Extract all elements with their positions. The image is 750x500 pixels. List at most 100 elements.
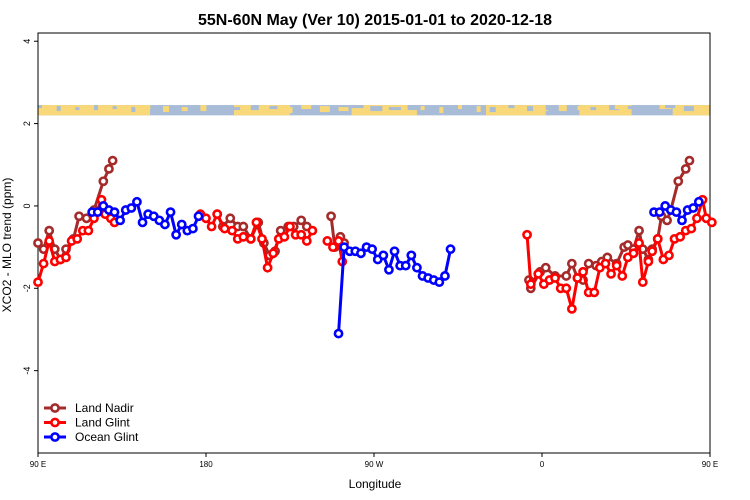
y-tick-label: 4 — [22, 39, 32, 44]
data-point — [225, 213, 236, 224]
data-point — [188, 223, 198, 234]
data-point — [684, 155, 695, 166]
map-detail — [338, 107, 349, 112]
map-detail — [596, 107, 605, 114]
legend-label: Ocean Glint — [75, 430, 139, 444]
map-detail — [56, 106, 61, 112]
map-detail — [420, 106, 425, 111]
data-point — [44, 236, 55, 246]
data-point — [238, 231, 249, 242]
data-point — [356, 248, 366, 259]
data-point — [412, 262, 422, 273]
map-detail — [665, 105, 676, 109]
x-tick-label: 90 E — [30, 460, 46, 469]
data-point — [83, 225, 94, 236]
map-detail — [282, 107, 293, 114]
map-detail — [319, 106, 330, 113]
data-point — [322, 236, 333, 246]
map-detail — [125, 107, 132, 114]
data-point — [61, 252, 71, 263]
map-detail — [94, 105, 98, 111]
map-detail — [200, 105, 207, 112]
data-point — [206, 221, 217, 232]
data-point — [104, 163, 114, 174]
map-detail — [609, 105, 620, 111]
data-point — [33, 277, 43, 288]
data-point — [647, 246, 658, 257]
map-land — [579, 105, 632, 116]
data-point — [677, 215, 687, 226]
map-detail — [144, 105, 151, 110]
legend-marker — [50, 417, 60, 428]
map-detail — [646, 107, 657, 113]
data-point — [160, 219, 170, 230]
map-detail — [181, 107, 188, 112]
data-point — [176, 219, 187, 230]
data-point — [540, 262, 551, 273]
map-detail — [80, 107, 93, 114]
data-point — [525, 279, 536, 290]
data-point — [634, 238, 644, 248]
data-point — [686, 223, 697, 234]
data-point — [115, 215, 126, 226]
data-point — [219, 223, 230, 234]
data-point — [589, 287, 600, 298]
data-point — [251, 217, 262, 228]
data-point — [611, 260, 622, 271]
data-point — [245, 233, 256, 244]
data-point — [566, 258, 577, 269]
map-detail — [452, 105, 459, 111]
map-detail — [683, 106, 694, 112]
map-detail — [627, 106, 638, 110]
map-detail — [577, 106, 586, 111]
data-point — [171, 229, 182, 240]
x-axis: 90 E 180 90 W 0 90 E — [30, 453, 718, 469]
data-point — [692, 213, 702, 224]
map-detail — [176, 107, 185, 113]
data-point — [664, 250, 674, 261]
map-detail — [439, 107, 444, 114]
map-detail — [245, 105, 256, 112]
map-detail — [107, 106, 114, 111]
x-tick-label: 180 — [199, 460, 213, 469]
map-detail — [558, 105, 567, 112]
map-land — [486, 105, 546, 116]
data-point — [92, 207, 103, 218]
data-point — [561, 271, 572, 281]
map-detail — [521, 106, 530, 113]
data-point — [107, 155, 118, 166]
map-detail — [614, 105, 623, 110]
data-point — [606, 268, 616, 279]
map-detail — [351, 105, 364, 109]
map-detail — [213, 106, 222, 112]
map-detail — [43, 105, 56, 112]
data-point — [285, 221, 295, 232]
data-point — [688, 203, 699, 213]
data-point — [279, 231, 290, 242]
map-detail — [269, 106, 278, 110]
map-detail — [62, 106, 75, 111]
map-detail — [476, 106, 481, 113]
data-point — [38, 258, 49, 269]
data-point — [662, 215, 672, 226]
data-point — [654, 207, 665, 218]
data-point — [675, 231, 686, 242]
data-point — [445, 244, 456, 255]
data-point — [378, 250, 389, 261]
data-point — [400, 260, 411, 271]
legend-label: Land Glint — [75, 416, 130, 430]
map-detail — [458, 105, 462, 110]
data-point — [406, 250, 417, 261]
data-point — [137, 217, 148, 228]
map-land — [234, 105, 290, 116]
data-point — [652, 233, 663, 244]
data-point — [673, 176, 684, 187]
legend-marker — [50, 432, 60, 442]
data-point — [257, 233, 267, 244]
map-detail — [38, 105, 42, 109]
map-detail — [388, 107, 401, 111]
y-axis: -4 -2 0 2 4 — [22, 39, 38, 375]
data-point — [296, 229, 307, 240]
